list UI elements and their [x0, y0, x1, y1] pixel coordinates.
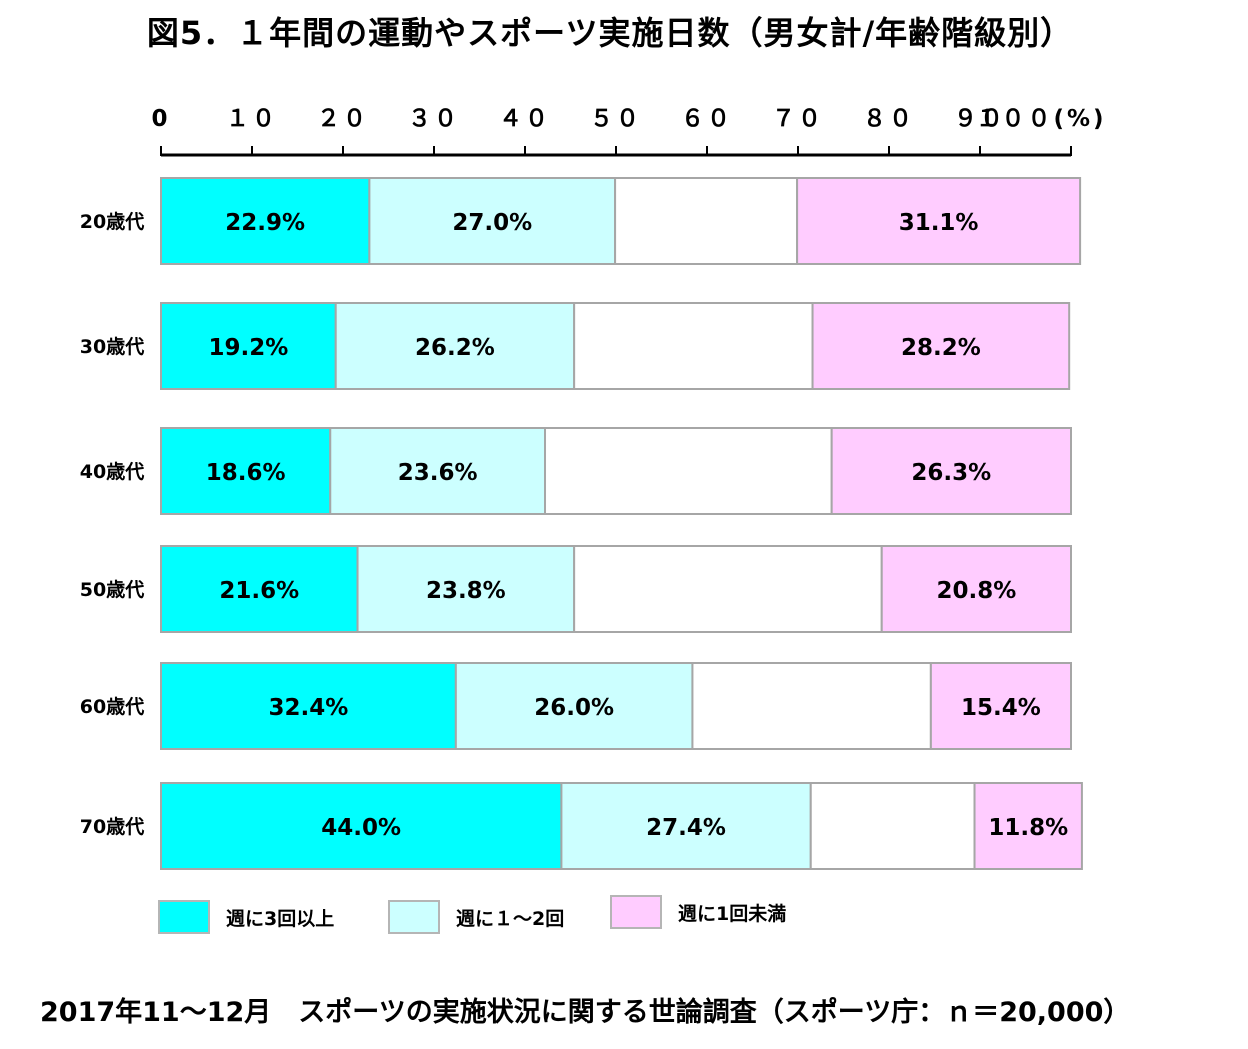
bar-less-than-weekly	[973, 782, 1083, 870]
category-label: 50歳代	[80, 579, 144, 601]
x-axis-tick-label: ４０	[499, 106, 551, 132]
x-axis-tick-label: ８０	[863, 106, 915, 132]
data-label: 21.6%	[219, 578, 299, 604]
legend-label: 週に3回以上	[226, 907, 335, 930]
bar-other	[614, 177, 799, 265]
bar-weekly-1to2	[454, 662, 694, 750]
legend-item-less-than-weekly: 週に1回未満	[610, 895, 786, 929]
data-label: 27.0%	[452, 210, 532, 236]
x-axis-tick-label: １０	[226, 106, 278, 132]
x-axis-tick-label: ２０	[317, 106, 369, 132]
bar-weekly-3plus	[160, 545, 359, 633]
data-label: 26.0%	[534, 695, 614, 721]
data-label: 32.4%	[269, 695, 349, 721]
legend-label: 週に1回未満	[678, 902, 787, 925]
category-label: 40歳代	[80, 461, 144, 483]
bar-less-than-weekly	[830, 427, 1072, 515]
legend-swatch	[610, 895, 662, 929]
category-label: 70歳代	[80, 816, 144, 838]
data-label: 31.1%	[899, 210, 979, 236]
bar-less-than-weekly	[880, 545, 1072, 633]
bar-less-than-weekly	[929, 662, 1072, 750]
legend-item-weekly-3plus: 週に3回以上	[158, 900, 334, 934]
data-label: 11.8%	[988, 815, 1068, 841]
category-label: 60歳代	[80, 696, 144, 718]
category-label: 20歳代	[80, 211, 144, 233]
bar-weekly-1to2	[329, 427, 547, 515]
bar-weekly-1to2	[560, 782, 812, 870]
bar-less-than-weekly	[811, 302, 1071, 390]
bar-other	[573, 302, 814, 390]
source-footnote: 2017年11～12月 スポーツの実施状況に関する世論調査（スポーツ庁：ｎ＝20…	[40, 997, 1131, 1028]
legend-label: 週に１～2回	[456, 907, 565, 930]
x-axis-tick-label: ７０	[772, 106, 824, 132]
category-label: 30歳代	[80, 336, 144, 358]
data-label: 26.3%	[911, 460, 991, 486]
data-label: 27.4%	[646, 815, 726, 841]
data-label: 15.4%	[961, 695, 1041, 721]
bar-other	[573, 545, 883, 633]
bar-other	[809, 782, 976, 870]
data-label: 23.8%	[426, 578, 506, 604]
chart-title: 図5．１年間の運動やスポーツ実施日数（男女計/年齢階級別）	[146, 14, 1074, 52]
x-axis-tick-label: ９０	[954, 106, 1006, 132]
bar-weekly-3plus	[160, 662, 457, 750]
bar-other	[544, 427, 833, 515]
data-label: 26.2%	[415, 335, 495, 361]
bar-weekly-3plus	[160, 177, 371, 265]
x-axis-tick-label: ６０	[681, 106, 733, 132]
bar-weekly-3plus	[160, 782, 563, 870]
x-axis-tick-label: １００(%)	[975, 106, 1106, 132]
data-label: 44.0%	[321, 815, 401, 841]
bar-less-than-weekly	[796, 177, 1082, 265]
x-axis-tick-label: ５０	[590, 106, 642, 132]
bar-other	[691, 662, 932, 750]
bar-weekly-1to2	[368, 177, 617, 265]
legend-swatch	[388, 900, 440, 934]
data-label: 20.8%	[936, 578, 1016, 604]
x-axis-tick-label: 0	[151, 106, 170, 132]
bar-weekly-3plus	[160, 302, 337, 390]
data-label: 22.9%	[225, 210, 305, 236]
data-label: 28.2%	[901, 335, 981, 361]
legend-item-weekly-1to2: 週に１～2回	[388, 900, 564, 934]
legend-swatch	[158, 900, 210, 934]
x-axis-tick-label: ３０	[408, 106, 460, 132]
data-label: 19.2%	[208, 335, 288, 361]
data-label: 18.6%	[206, 460, 286, 486]
data-label: 23.6%	[398, 460, 478, 486]
